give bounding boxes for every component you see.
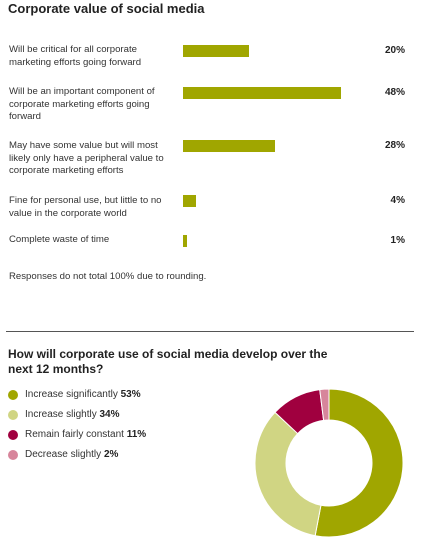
legend-value: 11% <box>126 429 147 440</box>
bar <box>183 195 197 207</box>
bar <box>183 140 276 152</box>
legend-label: Decrease slightly <box>25 449 102 460</box>
bar-value-label: 1% <box>390 235 405 246</box>
divider <box>6 331 414 332</box>
bar-label: Will be critical for all corporate marke… <box>9 44 142 68</box>
bar-value-label: 20% <box>384 45 405 56</box>
bar-label: Will be an important component of corpor… <box>9 86 155 122</box>
chart-title: How will corporate use of social media d… <box>8 347 328 376</box>
donut-chart <box>254 388 404 538</box>
bar-value-label: 28% <box>384 140 405 151</box>
bar-label: Complete waste of time <box>9 234 110 245</box>
legend-swatch <box>8 430 18 440</box>
legend-swatch <box>8 390 18 400</box>
bar <box>183 87 341 99</box>
bar-value-label: 4% <box>390 195 405 206</box>
donut-slice-increase-slightly <box>254 411 322 537</box>
bar-value-label: 48% <box>384 87 405 98</box>
legend-value: 2% <box>103 449 119 460</box>
legend-swatch <box>8 450 18 460</box>
chart-title: Corporate value of social media <box>8 1 205 16</box>
bar-label: Fine for personal use, but little to no … <box>9 195 162 219</box>
legend-label: Remain fairly constant <box>25 429 124 440</box>
donut-slice-decrease-slightly <box>319 388 330 421</box>
bar <box>183 45 249 57</box>
legend-swatch <box>8 410 18 420</box>
donut-slice-increase-significantly <box>314 388 404 538</box>
bar <box>183 235 187 247</box>
legend-value: 34% <box>99 409 120 420</box>
bar-label: May have some value but will most likely… <box>9 140 164 176</box>
legend-value: 53% <box>120 389 141 400</box>
legend-label: Increase significantly <box>25 389 118 400</box>
legend-label: Increase slightly <box>25 409 97 420</box>
chart-note: Responses do not total 100% due to round… <box>9 271 207 282</box>
